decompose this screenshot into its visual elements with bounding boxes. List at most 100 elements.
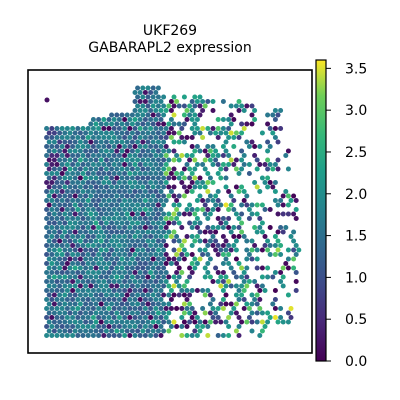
spot: [278, 270, 284, 275]
spot: [90, 144, 96, 149]
spot: [70, 288, 76, 293]
spot: [236, 99, 242, 104]
spot: [54, 288, 60, 293]
spot: [272, 270, 278, 275]
spot: [93, 238, 99, 244]
spot: [103, 157, 109, 163]
spot: [194, 288, 200, 293]
spot: [85, 162, 91, 167]
spot: [244, 256, 250, 262]
spot: [148, 306, 154, 311]
spot: [49, 126, 55, 131]
spot: [119, 175, 125, 181]
spot: [254, 229, 260, 235]
spot: [46, 319, 52, 325]
spot: [213, 319, 219, 325]
spot: [75, 306, 81, 311]
spot: [122, 162, 128, 167]
spot: [127, 279, 133, 284]
spot: [62, 247, 68, 253]
spot: [111, 252, 117, 257]
spot: [181, 103, 187, 109]
spot: [140, 292, 146, 298]
spot: [192, 328, 198, 334]
spot: [88, 319, 94, 325]
chart-subtitle: GABARAPL2 expression: [88, 40, 251, 56]
spot: [132, 252, 138, 257]
spot: [270, 184, 276, 190]
spot: [106, 171, 112, 176]
spot: [257, 189, 263, 194]
spot: [252, 117, 258, 122]
spot: [246, 144, 252, 149]
spot: [64, 288, 70, 293]
spot: [226, 153, 232, 158]
spot: [205, 207, 211, 212]
spot: [101, 288, 107, 293]
spot: [202, 229, 208, 235]
spot: [244, 247, 250, 253]
spot: [44, 153, 50, 158]
spot: [166, 184, 172, 190]
spot: [67, 130, 73, 136]
spot: [223, 184, 229, 190]
spot: [106, 117, 112, 122]
spot: [72, 148, 78, 154]
spot: [148, 324, 154, 329]
spot: [181, 238, 187, 244]
spot: [252, 225, 258, 230]
spot: [218, 175, 224, 181]
spot: [96, 225, 102, 230]
spot: [265, 310, 271, 316]
spot: [215, 270, 221, 275]
spot: [161, 139, 167, 145]
spot: [220, 144, 226, 149]
spot: [163, 126, 169, 131]
spot: [205, 153, 211, 158]
spot: [80, 126, 86, 131]
spot: [111, 126, 117, 131]
spot: [142, 99, 148, 104]
spot: [213, 157, 219, 163]
spot: [72, 301, 78, 307]
spot: [83, 319, 89, 325]
spot: [213, 148, 219, 154]
spot: [158, 189, 164, 194]
spot: [96, 297, 102, 302]
spot: [106, 288, 112, 293]
spot: [272, 189, 278, 194]
spot: [88, 220, 94, 226]
spot: [59, 234, 65, 239]
spot: [114, 193, 120, 199]
spot: [59, 288, 65, 293]
spot: [207, 157, 213, 163]
spot: [140, 193, 146, 199]
spot: [213, 130, 219, 136]
spot: [166, 103, 172, 109]
spot: [54, 234, 60, 239]
spot: [96, 234, 102, 239]
spot: [140, 202, 146, 208]
spot: [231, 270, 237, 275]
spot: [54, 189, 60, 194]
spot: [49, 162, 55, 167]
spot: [88, 121, 94, 127]
spot: [280, 193, 286, 199]
spot: [98, 175, 104, 181]
spot: [150, 139, 156, 145]
spot: [122, 288, 128, 293]
spot: [59, 297, 65, 302]
spot: [233, 166, 239, 172]
spot: [101, 117, 107, 122]
spot: [80, 243, 86, 248]
spot: [158, 180, 164, 185]
spot: [135, 292, 141, 298]
spot: [218, 274, 224, 280]
spot: [145, 193, 151, 199]
spot: [140, 166, 146, 172]
spot: [166, 229, 172, 235]
spot: [168, 135, 174, 140]
spot: [49, 135, 55, 140]
spot: [49, 306, 55, 311]
spot: [54, 180, 60, 185]
